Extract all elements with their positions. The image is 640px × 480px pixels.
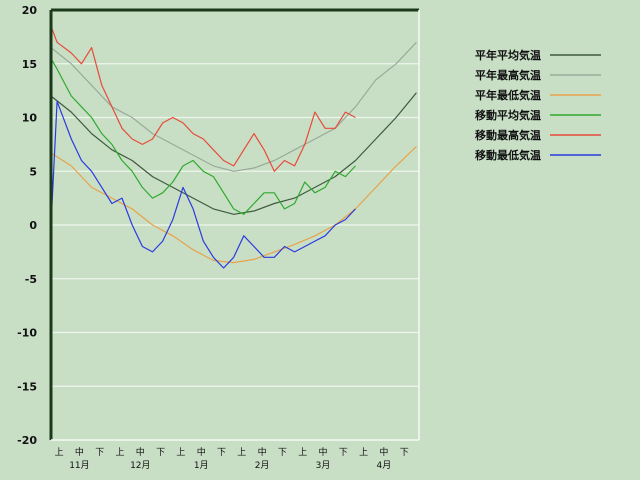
legend-label: 平年平均気温 <box>475 48 541 62</box>
x-tick-label: 下 <box>156 448 165 458</box>
x-tick-label: 下 <box>278 448 287 458</box>
y-tick-label: 0 <box>29 219 37 232</box>
y-tick-labels: 20 15 10 5 0 -5 -10 -15 -20 <box>17 4 37 447</box>
x-tick-label: 上 <box>298 447 307 458</box>
x-tick-label: 上 <box>237 447 246 458</box>
x-tick-label: 中 <box>319 446 328 458</box>
y-tick-label: 20 <box>22 4 38 17</box>
y-tick-label: -5 <box>25 273 37 286</box>
x-tick-label: 下 <box>95 448 104 458</box>
y-tick-label: 15 <box>22 58 37 71</box>
month-label: 12月 <box>130 460 150 471</box>
x-tick-label: 中 <box>379 446 388 458</box>
x-tick-label: 中 <box>75 446 84 458</box>
series-line-1 <box>50 41 417 172</box>
x-tick-label: 中 <box>136 446 145 458</box>
x-tick-label: 中 <box>258 446 267 458</box>
legend-label: 平年最高気温 <box>475 68 541 82</box>
x-tick-label: 上 <box>55 447 64 458</box>
y-tick-label: -10 <box>17 327 37 340</box>
month-label: 3月 <box>316 460 331 471</box>
x-tick-labels: 上中下11月上中下12月上中下1月上中下2月上中下3月上中下4月 <box>55 446 409 471</box>
x-tick-label: 下 <box>217 448 226 458</box>
y-tick-label: 5 <box>29 165 37 178</box>
legend-label: 移動最低気温 <box>475 148 541 162</box>
y-tick-label: -20 <box>17 434 37 447</box>
series-lines <box>50 25 417 269</box>
series-line-3 <box>50 58 356 215</box>
month-label: 2月 <box>255 460 270 471</box>
axes <box>49 8 420 441</box>
legend-label: 移動平均気温 <box>475 108 541 122</box>
x-tick-label: 中 <box>197 446 206 458</box>
month-label: 4月 <box>377 460 392 471</box>
x-tick-label: 下 <box>400 448 409 458</box>
series-line-2 <box>50 146 417 264</box>
x-tick-label: 上 <box>176 447 185 458</box>
series-line-0 <box>50 92 417 215</box>
series-line-5 <box>50 100 356 269</box>
y-tick-label: 10 <box>22 112 38 125</box>
grid-lines <box>51 63 419 387</box>
y-tick-label: -15 <box>17 380 37 393</box>
x-tick-label: 上 <box>116 447 125 458</box>
x-tick-label: 下 <box>339 448 348 458</box>
month-label: 11月 <box>69 460 89 471</box>
legend-label: 移動最高気温 <box>475 128 541 142</box>
legend-label: 平年最低気温 <box>475 88 541 102</box>
x-tick-label: 上 <box>359 447 368 458</box>
series-line-4 <box>50 25 356 172</box>
month-label: 1月 <box>194 460 209 471</box>
